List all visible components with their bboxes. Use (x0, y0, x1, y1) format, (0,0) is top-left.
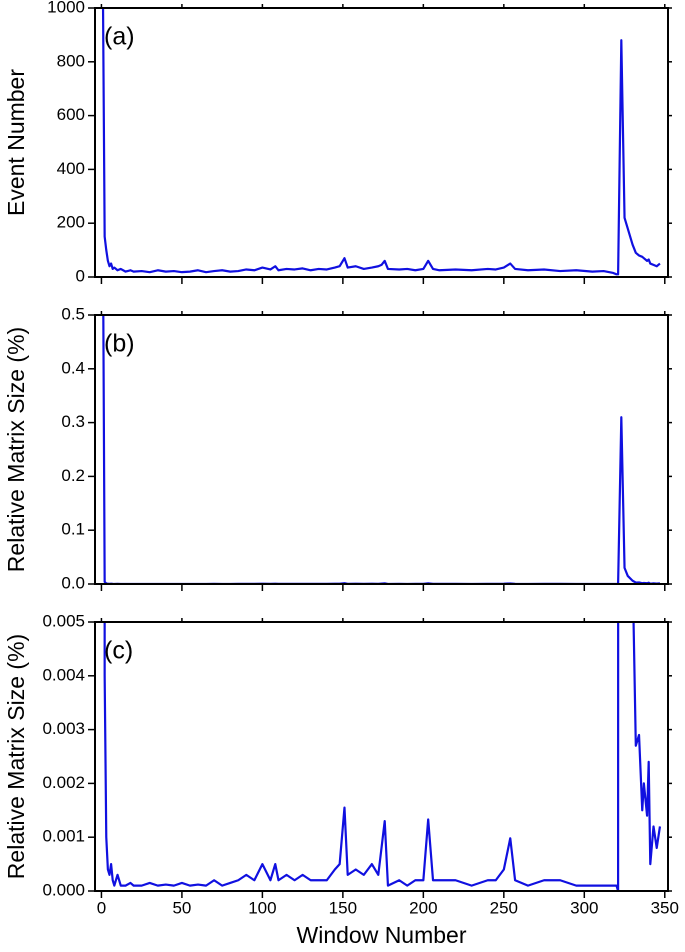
y-tick-label: 0.000 (42, 880, 85, 899)
y-tick-label: 600 (57, 105, 85, 124)
y-tick-label: 400 (57, 159, 85, 178)
y-tick-label: 0 (76, 266, 85, 285)
x-tick-label: 200 (409, 898, 437, 917)
y-tick-label: 200 (57, 213, 85, 232)
panel-annotation: (c) (104, 637, 133, 665)
y-tick-label: 0.005 (42, 611, 85, 630)
y-tick-label: 0.3 (61, 412, 85, 431)
y-axis-label: Relative Matrix Size (%) (3, 634, 29, 879)
x-tick-label: 0 (97, 898, 106, 917)
y-tick-label: 1000 (47, 0, 85, 16)
data-line (101, 8, 661, 276)
y-tick-label: 0.1 (61, 520, 85, 539)
plot-frame (94, 314, 669, 585)
y-tick-label: 0.002 (42, 773, 85, 792)
plot-frame (94, 621, 669, 892)
x-tick-label: 300 (570, 898, 598, 917)
y-tick-label: 0.001 (42, 827, 85, 846)
plot-frame (94, 7, 669, 278)
x-tick-label: 350 (651, 898, 679, 917)
x-tick-label: 50 (172, 898, 191, 917)
x-tick-label: 150 (329, 898, 357, 917)
x-tick-label: 250 (490, 898, 518, 917)
y-tick-label: 0.003 (42, 719, 85, 738)
y-tick-label: 0.5 (61, 304, 85, 323)
panel-annotation: (a) (104, 23, 135, 51)
data-line (102, 315, 660, 584)
x-tick-label: 100 (248, 898, 276, 917)
y-tick-label: 0.2 (61, 466, 85, 485)
x-axis-label: Window Number (297, 922, 467, 948)
y-tick-label: 0.4 (61, 358, 85, 377)
panel-annotation: (b) (104, 330, 135, 358)
y-axis-label: Relative Matrix Size (%) (3, 327, 29, 572)
y-tick-label: 800 (57, 51, 85, 70)
data-line (103, 622, 662, 891)
y-axis-label: Event Number (3, 69, 29, 216)
y-tick-label: 0.004 (42, 665, 85, 684)
y-tick-label: 0.0 (61, 573, 85, 592)
